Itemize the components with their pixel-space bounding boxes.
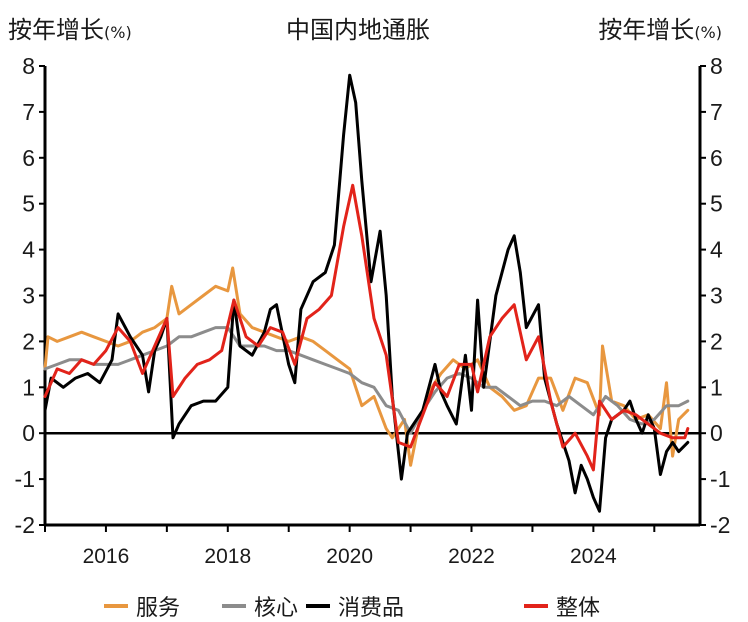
x-tick-label: 2020 xyxy=(326,545,373,568)
y-tick-label-right: 2 xyxy=(710,328,723,354)
series-line-overall xyxy=(43,183,690,472)
legend-item-core: 核心 xyxy=(222,590,298,622)
y-tick-label-right: 6 xyxy=(710,145,723,171)
y-tick-label-right: -1 xyxy=(710,466,730,492)
y-tick-label-right: -2 xyxy=(710,512,730,538)
x-tick-label: 2016 xyxy=(83,545,130,568)
y-tick-label-right: 7 xyxy=(710,99,723,125)
y-tick-label-right: 0 xyxy=(710,420,723,446)
y-tick-label-right: 4 xyxy=(710,237,723,263)
x-tick-label: 2024 xyxy=(570,545,617,568)
x-tick-label: 2022 xyxy=(448,545,495,568)
y-tick-label-left: 0 xyxy=(22,420,35,446)
y-tick-label-left: 7 xyxy=(22,99,35,125)
left-axis-label: 按年增长 xyxy=(8,16,104,44)
legend-swatch-services xyxy=(104,604,128,608)
y-tick-label-right: 1 xyxy=(710,374,723,400)
legend-swatch-overall xyxy=(524,604,548,608)
legend-swatch-core xyxy=(222,604,246,608)
series-line-consumer-goods xyxy=(43,73,690,513)
y-tick-label-left: 2 xyxy=(22,328,35,354)
legend-label-core: 核心 xyxy=(254,596,299,621)
left-axis-unit: (%) xyxy=(104,23,132,42)
y-tick-label-left: -2 xyxy=(15,512,35,538)
right-axis-label: 按年增长 xyxy=(598,16,695,44)
y-tick-label-left: 6 xyxy=(22,145,35,171)
legend-item-overall: 整体 xyxy=(524,590,600,622)
y-tick-label-left: 4 xyxy=(22,237,35,263)
y-tick-label-right: 8 xyxy=(710,53,723,79)
y-tick-label-left: 8 xyxy=(22,53,35,79)
y-tick-label-left: 1 xyxy=(22,374,35,400)
legend-swatch-consumer-goods xyxy=(306,604,330,608)
y-tick-label-right: 3 xyxy=(710,283,723,309)
y-tick-label-left: -1 xyxy=(15,466,35,492)
legend-item-services: 服务 xyxy=(104,590,180,622)
right-axis-title: 按年增长(%) xyxy=(598,10,722,45)
legend-label-consumer-goods: 消费品 xyxy=(338,596,405,621)
y-tick-label-left: 3 xyxy=(22,283,35,309)
left-axis-title: 按年增长(%) xyxy=(8,10,132,45)
legend-item-consumer-goods: 消费品 xyxy=(306,590,404,622)
right-axis-unit: (%) xyxy=(694,23,722,42)
chart-title: 中国内地通胀 xyxy=(286,16,430,44)
legend-label-overall: 整体 xyxy=(556,596,601,621)
y-tick-label-right: 5 xyxy=(710,191,723,217)
legend-label-services: 服务 xyxy=(136,596,181,621)
series-line-core xyxy=(43,326,690,435)
y-tick-label-left: 5 xyxy=(22,191,35,217)
x-tick-label: 2018 xyxy=(204,545,251,568)
